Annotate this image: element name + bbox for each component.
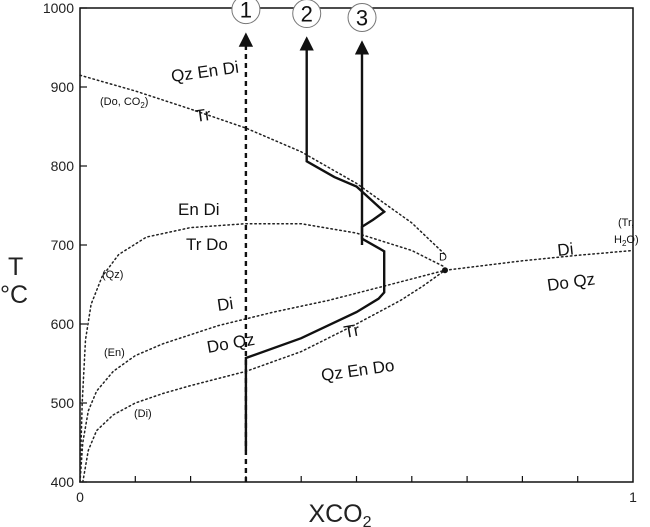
invariant-point-D bbox=[441, 267, 448, 274]
y-tick-label: 700 bbox=[51, 237, 75, 253]
field-label-en-di: En Di bbox=[178, 200, 220, 219]
field-label-tr-do: Tr Do bbox=[186, 235, 228, 254]
curve-labels: (Do, CO2) (Qz) (En) (Di) (Tr, H2O) bbox=[100, 96, 639, 420]
curve-label-en: (En) bbox=[104, 347, 125, 359]
y-tick-label: 400 bbox=[51, 474, 75, 490]
x-axis-title: XCO2 bbox=[308, 500, 371, 527]
path-3-circle bbox=[347, 3, 377, 32]
reaction-curves bbox=[79, 74, 634, 483]
path-2 bbox=[244, 36, 387, 451]
curve-label-qz: (Qz) bbox=[102, 269, 123, 281]
curve-label-do-co2: (Do, CO2) bbox=[100, 96, 148, 110]
plot-frame bbox=[79, 7, 634, 483]
field-label-do-qz-left: Do Qz bbox=[205, 330, 256, 357]
y-axis-title-t: T bbox=[8, 253, 23, 281]
field-labels: Qz En Di Tr En Di Tr Do Di Do Qz Tr Qz E… bbox=[170, 58, 596, 385]
y-axis-title-unit: °C bbox=[0, 281, 28, 309]
curve-label-tr-h2o-line2: H2O) bbox=[614, 234, 639, 248]
field-label-di-left: Di bbox=[216, 294, 235, 315]
curve-label-di: (Di) bbox=[134, 408, 152, 420]
curve-label-tr-h2o-line1: (Tr, bbox=[618, 217, 634, 229]
pt-paths: 1 2 3 bbox=[231, 0, 387, 482]
y-tick-label: 500 bbox=[51, 395, 75, 411]
x-tick-label: 0 bbox=[76, 489, 84, 505]
field-label-do-qz-right: Do Qz bbox=[546, 269, 596, 295]
y-tick-label: 900 bbox=[51, 79, 75, 95]
path-2-label: 2 bbox=[301, 2, 313, 27]
field-label-tr-lower: Tr bbox=[342, 320, 361, 341]
path-2-circle bbox=[292, 0, 322, 29]
invariant-point-label-D: D bbox=[439, 251, 447, 263]
reaction-curve-en bbox=[79, 249, 634, 483]
x-tick-label: 1 bbox=[629, 489, 637, 505]
y-axis-ticks: 400 500 600 700 800 900 1000 bbox=[43, 0, 87, 490]
path-3-label: 3 bbox=[356, 6, 368, 31]
path-1-circle bbox=[231, 0, 261, 25]
invariant-points: D bbox=[439, 251, 448, 274]
field-label-qz-en-di: Qz En Di bbox=[170, 58, 240, 86]
y-tick-label: 1000 bbox=[43, 0, 74, 16]
path-1-label: 1 bbox=[240, 0, 252, 23]
y-tick-label: 800 bbox=[51, 158, 75, 174]
field-label-di-right: Di bbox=[556, 239, 574, 260]
reaction-curve-do-co2 bbox=[79, 74, 446, 256]
y-tick-label: 600 bbox=[51, 316, 75, 332]
field-label-tr-upper: Tr bbox=[194, 105, 212, 126]
field-label-qz-en-do: Qz En Do bbox=[320, 356, 396, 385]
reaction-curve-di bbox=[82, 269, 446, 483]
